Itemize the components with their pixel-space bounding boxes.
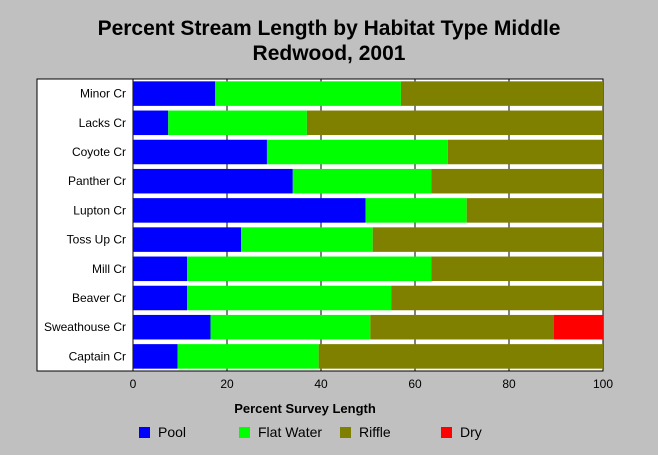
bar-captain-cr-riffle: [318, 344, 603, 369]
x-tick-label-1: 20: [220, 377, 234, 391]
bar-toss-up-cr-riffle: [372, 227, 603, 252]
x-axis-ticks: 0 20 40 60 80 100: [130, 377, 614, 391]
legend-item-pool: Pool: [139, 424, 186, 440]
x-tick-label-2: 40: [314, 377, 328, 391]
x-tick-label-3: 60: [408, 377, 422, 391]
bar-minor-cr-flat-water: [215, 81, 401, 106]
category-label-0: Minor Cr: [80, 87, 126, 101]
bar-lupton-cr-flat-water: [365, 198, 467, 223]
category-label-1: Lacks Cr: [79, 116, 126, 130]
bar-beaver-cr-pool: [133, 285, 188, 311]
legend-swatch: [340, 426, 351, 438]
bar-captain-cr-flat-water: [177, 344, 319, 369]
category-labels: Minor Cr Lacks Cr Coyote Cr Panther Cr Lupto…: [44, 87, 126, 364]
bar-lacks-cr-riffle: [306, 110, 603, 136]
chart-title-line-1: Percent Stream Length by Habitat Type Mi…: [97, 17, 561, 40]
legend-label: Dry: [460, 424, 482, 440]
legend-label: Riffle: [359, 424, 391, 440]
legend-swatch: [441, 426, 452, 438]
legend-label: Flat Water: [258, 424, 323, 440]
category-label-2: Coyote Cr: [72, 145, 126, 159]
category-label-3: Panther Cr: [68, 174, 126, 188]
chart-title-line-2: Redwood, 2001: [252, 42, 406, 65]
x-axis-label: Percent Survey Length: [234, 401, 376, 416]
bar-sweathouse-cr-dry: [553, 314, 603, 340]
bar-panther-cr-flat-water: [292, 168, 432, 194]
bar-captain-cr-pool: [133, 344, 178, 369]
bar-mill-cr-riffle: [431, 256, 603, 282]
bar-sweathouse-cr-pool: [133, 314, 211, 340]
bar-lupton-cr-pool: [133, 198, 366, 223]
x-tick-label-0: 0: [130, 377, 137, 391]
bar-coyote-cr-pool: [133, 139, 267, 165]
bar-lacks-cr-flat-water: [168, 110, 307, 136]
bar-mill-cr-pool: [133, 256, 188, 282]
bar-panther-cr-pool: [133, 168, 293, 194]
bar-lacks-cr-pool: [133, 110, 169, 136]
chart-title: Percent Stream Length by Habitat Type Mi…: [0, 16, 658, 66]
bar-coyote-cr-flat-water: [266, 139, 448, 165]
bar-sweathouse-cr-flat-water: [210, 314, 371, 340]
bar-beaver-cr-flat-water: [187, 285, 392, 311]
x-tick-label-5: 100: [593, 377, 613, 391]
category-label-7: Beaver Cr: [72, 291, 126, 305]
category-label-4: Lupton Cr: [73, 203, 126, 217]
x-tick-label-4: 80: [502, 377, 516, 391]
bar-coyote-cr-riffle: [447, 139, 603, 165]
bar-lupton-cr-riffle: [466, 198, 603, 223]
category-label-6: Mill Cr: [92, 262, 126, 276]
bar-minor-cr-riffle: [400, 81, 603, 106]
bars: [133, 81, 603, 369]
category-label-9: Captain Cr: [69, 349, 126, 363]
legend-item-riffle: Riffle: [340, 424, 391, 440]
bar-minor-cr-pool: [133, 81, 216, 106]
bar-toss-up-cr-flat-water: [241, 227, 373, 252]
bar-beaver-cr-riffle: [391, 285, 603, 311]
bar-panther-cr-riffle: [431, 168, 603, 194]
bar-mill-cr-flat-water: [187, 256, 432, 282]
legend-label: Pool: [158, 424, 187, 440]
legend-swatch: [239, 426, 250, 438]
legend-swatch: [139, 426, 150, 438]
bar-toss-up-cr-pool: [133, 227, 242, 252]
category-label-8: Sweathouse Cr: [44, 320, 126, 334]
category-label-5: Toss Up Cr: [67, 233, 126, 247]
bar-sweathouse-cr-riffle: [370, 314, 554, 340]
legend-item-dry: Dry: [441, 424, 482, 440]
legend-item-flat-water: Flat Water: [239, 424, 322, 440]
